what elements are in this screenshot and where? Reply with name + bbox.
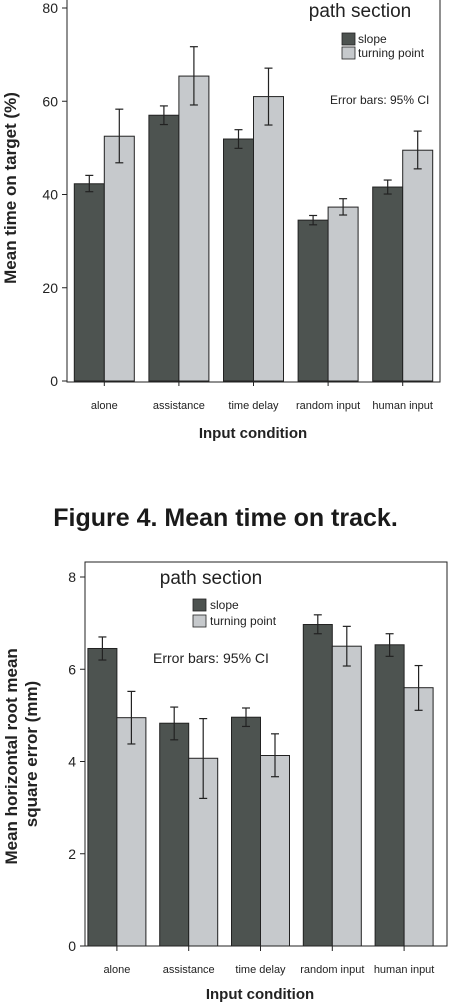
c2-bar-slope-time-delay xyxy=(231,716,261,947)
error-bars-note: Error bars: 95% CI xyxy=(330,93,429,107)
c1-bar-slope-time-delay xyxy=(223,138,254,382)
c1-x-tick-label-random-input: random input xyxy=(296,400,360,412)
c2-x-tick-label-human-input: human input xyxy=(374,964,435,976)
c2-x-tick-label-time-delay: time delay xyxy=(235,964,286,976)
c1-bar-slope-human-input xyxy=(372,186,404,382)
legend-swatch-slope xyxy=(341,32,356,46)
legend-swatch-turning-point xyxy=(341,46,356,60)
error-bars-note-2: Error bars: 95% CI xyxy=(153,650,269,666)
c2-x-tick-label-random-input: random input xyxy=(300,964,364,976)
c2-bar-turning-point-alone xyxy=(116,717,147,947)
c1-y-tick-label: 20 xyxy=(42,280,58,296)
y-axis-title-line-2: square error (mm) xyxy=(22,681,41,827)
c2-y-tick-label: 0 xyxy=(68,938,76,954)
c1-x-tick-label-time-delay: time delay xyxy=(228,400,279,412)
legend-label-slope: slope xyxy=(358,32,387,46)
y-axis-title-line-1: Mean horizontal root mean xyxy=(2,648,21,864)
x-axis-title-2: Input condition xyxy=(206,986,314,1003)
legend-label-turning-point-2: turning point xyxy=(210,614,277,628)
legend-label-slope-2: slope xyxy=(210,598,239,612)
legend-swatch-slope-2 xyxy=(192,598,207,612)
c1-x-tick-label-assistance: assistance xyxy=(153,400,205,412)
c2-x-tick-label-assistance: assistance xyxy=(163,964,215,976)
legend-title: path section xyxy=(309,1,411,22)
c2-bar-turning-point-human-input xyxy=(403,687,434,947)
c1-bar-slope-random-input xyxy=(297,219,329,382)
figure-caption: Figure 4. Mean time on track. xyxy=(53,504,398,532)
legend-title-2: path section xyxy=(160,568,262,589)
plot-frame xyxy=(66,0,441,383)
c1-x-tick-label-alone: alone xyxy=(91,400,118,412)
c2-y-tick-label: 4 xyxy=(68,754,76,770)
c1-bar-turning-point-assistance xyxy=(178,75,210,382)
c2-bar-turning-point-random-input xyxy=(331,645,362,947)
c1-y-tick-label: 80 xyxy=(42,0,58,16)
time-on-target-chart: 0 20 40 60 80 alone assistance time delay random… xyxy=(1,0,441,442)
c2-bar-slope-alone xyxy=(87,647,118,947)
c1-bar-turning-point-time-delay xyxy=(253,96,284,382)
y-axis-title: Mean time on target (%) xyxy=(1,92,20,284)
c2-bar-slope-assistance xyxy=(159,722,190,947)
c1-y-tick-label: 0 xyxy=(50,373,58,389)
c2-bar-slope-human-input xyxy=(374,644,405,947)
legend-swatch-turning-point-2 xyxy=(192,614,207,628)
c2-y-tick-label: 8 xyxy=(68,569,76,585)
c2-bar-turning-point-time-delay xyxy=(260,755,290,947)
c1-bar-turning-point-random-input xyxy=(327,206,359,382)
legend-label-turning-point: turning point xyxy=(358,46,425,60)
c2-y-tick-label: 2 xyxy=(68,846,76,862)
c1-y-tick-label: 60 xyxy=(42,93,58,109)
x-axis-title: Input condition xyxy=(199,425,307,442)
c2-bar-slope-random-input xyxy=(302,624,333,947)
c1-y-tick-label: 40 xyxy=(42,187,58,203)
c2-x-tick-label-alone: alone xyxy=(103,964,130,976)
c2-y-tick-label: 6 xyxy=(68,661,76,677)
plot-frame-2 xyxy=(84,561,448,947)
y-axis-title-2: Mean horizontal root mean square error (… xyxy=(2,643,41,864)
c1-x-tick-label-human-input: human input xyxy=(372,400,433,412)
